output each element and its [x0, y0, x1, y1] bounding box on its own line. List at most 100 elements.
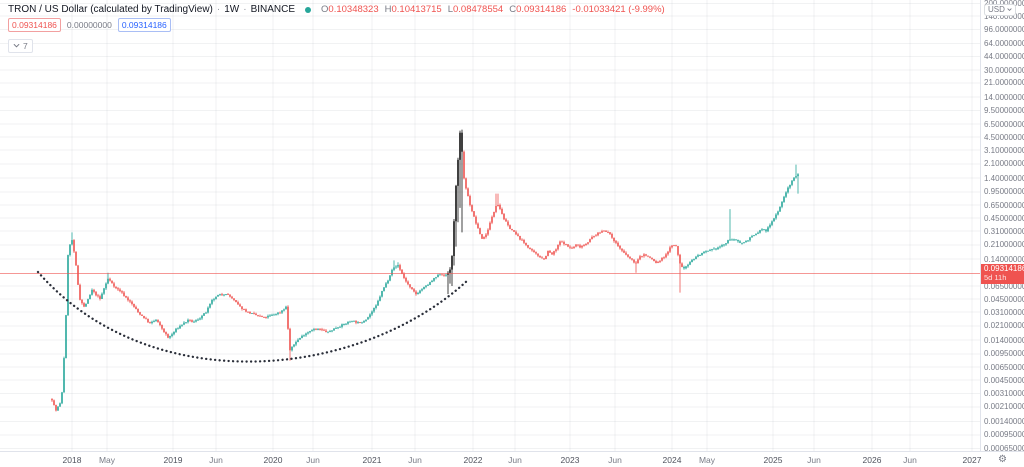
candle-body [215, 296, 217, 300]
candle-body [337, 327, 339, 329]
candle-body [731, 239, 733, 241]
price-tick-label: 0.00650000 [984, 362, 1024, 372]
symbol-title[interactable]: TRON / US Dollar (calculated by TradingV… [8, 4, 213, 15]
candle-body [331, 330, 333, 332]
candle-body [791, 180, 793, 185]
candle-body [789, 184, 791, 188]
candle-body [175, 328, 177, 332]
candle-body [645, 254, 647, 256]
candle-body [225, 294, 227, 295]
currency-selector-button[interactable]: USD [984, 4, 1016, 16]
candle-body [591, 236, 593, 240]
candle-body [749, 237, 751, 241]
time-tick-label: May [698, 455, 716, 465]
price-tick-label: 96.00000000 [984, 24, 1024, 34]
candle-body [143, 315, 145, 319]
candle-body [719, 246, 721, 248]
candle-body [245, 309, 247, 312]
candle-body [251, 313, 253, 314]
candle-body [473, 211, 475, 217]
candle-body [149, 322, 151, 324]
candle-body [499, 204, 501, 209]
price-tick-label: 0.00140000 [984, 416, 1024, 426]
legend-collapse-row: 7 [8, 36, 665, 54]
candle-body [435, 277, 437, 279]
candle-body [289, 328, 291, 351]
price-tick-label: 0.00210000 [984, 402, 1024, 412]
time-axis[interactable]: 2018 May 2019 Jun 2020 Jun 2021 Jun 2022 Jun 2023 J… [0, 451, 981, 467]
candle-body [449, 269, 451, 273]
candle-body [103, 288, 105, 294]
candle-body [511, 228, 513, 231]
candle-body [679, 254, 681, 264]
candle-body [339, 326, 341, 328]
candle-body [687, 264, 689, 267]
candle-body [577, 244, 579, 246]
candle-body [453, 221, 455, 257]
candle-body [279, 312, 281, 314]
candle-body [605, 230, 607, 232]
candle-body [135, 306, 137, 310]
candle-body [137, 309, 139, 313]
candle-body [405, 277, 407, 282]
candle-body [581, 245, 583, 248]
candle-body [121, 291, 123, 293]
change-value: -0.01033421 (-9.99%) [572, 4, 665, 15]
candle-body [55, 404, 57, 411]
candle-body [129, 300, 131, 302]
candle-body [507, 221, 509, 226]
exchange-label[interactable]: BINANCE [250, 4, 296, 15]
price-tick-label: 6.50000000 [984, 119, 1024, 129]
candle-body [655, 261, 657, 263]
candle-body [461, 132, 463, 152]
candle-body [257, 315, 259, 316]
candle-body [785, 192, 787, 197]
candle-body [351, 321, 353, 323]
candle-body [433, 278, 435, 281]
candle-body [769, 224, 771, 228]
candle-body [195, 320, 197, 322]
candle-body [575, 244, 577, 247]
candle-body [699, 255, 701, 256]
price-axis[interactable]: 200.00000000 140.00000000 96.00000000 64.00… [980, 0, 1024, 453]
candle-body [263, 316, 265, 318]
candle-body [555, 249, 557, 252]
candle-body [413, 289, 415, 292]
candle-body [677, 246, 679, 255]
market-status-icon [305, 6, 312, 13]
candle-body [333, 328, 335, 331]
candle-body [429, 282, 431, 285]
candle-body [235, 300, 237, 303]
candle-body [641, 256, 643, 258]
candle-body [133, 303, 135, 307]
candle-body [407, 281, 409, 285]
candle-body [417, 292, 419, 295]
candle-body [315, 329, 317, 331]
candle-body [115, 286, 117, 289]
candle-body [569, 246, 571, 248]
candle-body [713, 248, 715, 250]
candle-body [335, 327, 337, 329]
candle-body [729, 239, 731, 241]
candle-body [169, 336, 171, 338]
close-value: 0.09314186 [516, 4, 567, 15]
settings-gear-icon[interactable]: ⚙ [998, 454, 1007, 465]
candle-body [451, 256, 453, 270]
candle-body [585, 243, 587, 246]
price-tick-label: 0.31000000 [984, 226, 1024, 236]
candle-body [305, 333, 307, 336]
candle-body [647, 255, 649, 257]
candle-body [567, 244, 569, 247]
candle-body [547, 250, 549, 256]
candle-body [443, 274, 445, 276]
candle-body [777, 211, 779, 215]
candle-body [671, 245, 673, 248]
candle-body [627, 254, 629, 257]
candle-body [441, 274, 443, 276]
candle-body [321, 329, 323, 331]
interval-label[interactable]: 1W [224, 4, 240, 15]
collapse-indicators-button[interactable]: 7 [8, 38, 33, 53]
candle-body [373, 307, 375, 312]
candle-body [467, 188, 469, 197]
